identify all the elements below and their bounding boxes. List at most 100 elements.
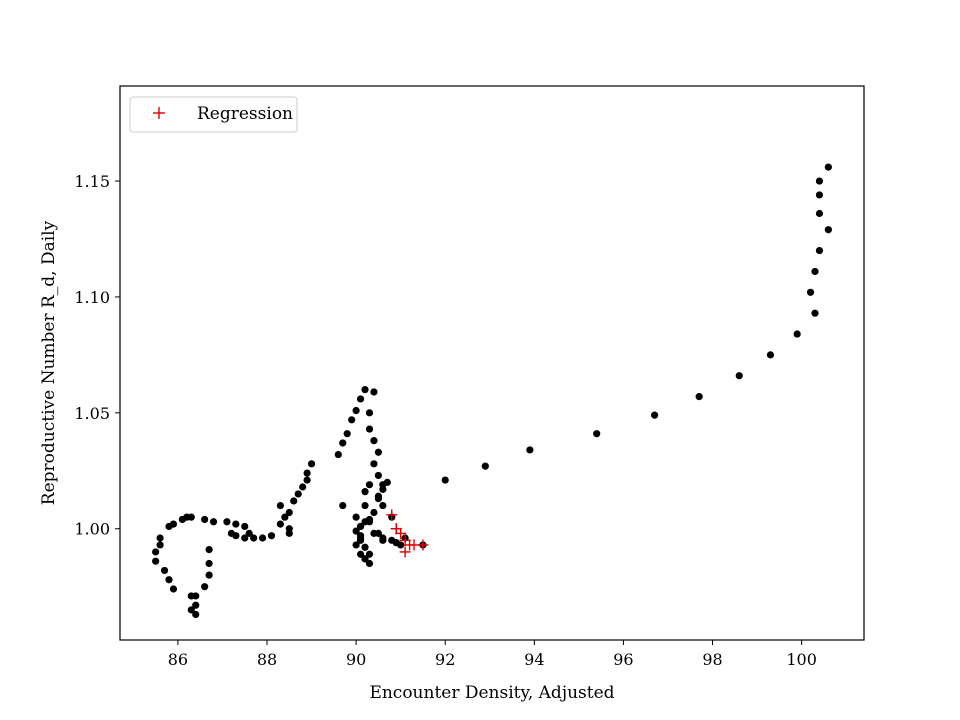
- data-point: [441, 476, 449, 484]
- data-point: [352, 541, 360, 549]
- data-point: [160, 566, 169, 575]
- data-point: [370, 529, 378, 537]
- data-point: [169, 520, 178, 528]
- data-point: [352, 406, 360, 415]
- data-point: [815, 191, 824, 199]
- x-tick-label: 98: [702, 650, 722, 669]
- data-point: [824, 226, 832, 234]
- data-point: [245, 529, 253, 537]
- data-point: [232, 520, 240, 528]
- data-point: [205, 559, 213, 568]
- data-point: [201, 583, 209, 591]
- data-point: [365, 481, 374, 489]
- data-point: [365, 559, 374, 568]
- data-point: [370, 460, 378, 468]
- y-tick-label: 1.15: [74, 172, 110, 191]
- data-point: [152, 548, 160, 556]
- data-point: [356, 550, 365, 558]
- data-point: [766, 351, 775, 359]
- data-point: [806, 288, 815, 296]
- data-point: [192, 610, 200, 619]
- data-point: [187, 592, 195, 600]
- data-point: [299, 483, 307, 491]
- data-point: [361, 543, 369, 551]
- data-point: [352, 527, 360, 535]
- data-point: [370, 437, 378, 445]
- data-point: [339, 439, 347, 447]
- regression-point: [399, 534, 411, 546]
- data-point: [481, 462, 489, 470]
- data-point: [192, 601, 200, 609]
- data-point: [365, 550, 374, 558]
- data-point: [361, 555, 369, 563]
- data-point: [169, 585, 178, 593]
- data-point: [348, 416, 356, 424]
- data-point: [307, 460, 316, 468]
- data-point: [370, 508, 378, 517]
- legend-label-regression: Regression: [197, 104, 293, 124]
- x-axis-label: Encounter Density, Adjusted: [369, 683, 614, 703]
- data-point: [227, 529, 235, 537]
- data-point: [356, 532, 365, 540]
- regression-point: [395, 527, 407, 539]
- data-point: [201, 515, 209, 524]
- data-point: [815, 209, 824, 218]
- x-tick-label: 100: [786, 650, 817, 669]
- data-point: [343, 430, 351, 438]
- x-tick-label: 88: [257, 650, 277, 669]
- data-point: [187, 606, 195, 614]
- data-point: [361, 488, 369, 496]
- x-tick-label: 86: [168, 650, 188, 669]
- data-point: [281, 513, 289, 521]
- data-point: [285, 529, 293, 537]
- data-point: [793, 330, 801, 338]
- data-point: [339, 501, 347, 510]
- data-point: [365, 409, 374, 417]
- data-point: [365, 425, 374, 433]
- x-tick-label: 90: [346, 650, 366, 669]
- data-point: [815, 246, 824, 255]
- data-point: [187, 513, 195, 521]
- data-point: [258, 534, 267, 542]
- data-point: [241, 522, 249, 531]
- data-point: [152, 557, 160, 565]
- y-tick-label: 1.00: [74, 520, 110, 539]
- data-point: [361, 518, 369, 526]
- data-point: [651, 411, 659, 419]
- data-point: [241, 534, 249, 542]
- axis-ticks: 86 88 90 92 94 96 98 100 1.00 1.05 1.10 1.15: [74, 172, 817, 669]
- data-point: [303, 469, 311, 477]
- data-point: [815, 177, 824, 185]
- data-point: [811, 267, 819, 276]
- regression-point: [390, 523, 402, 535]
- data-point: [811, 309, 819, 317]
- y-tick-label: 1.05: [74, 404, 110, 423]
- data-point: [379, 501, 387, 510]
- data-point: [374, 448, 382, 456]
- data-point: [824, 163, 832, 171]
- data-point: [397, 541, 405, 549]
- data-point: [294, 490, 302, 498]
- data-point: [285, 508, 293, 517]
- regression-point: [417, 539, 429, 551]
- data-point: [352, 513, 360, 521]
- data-point: [165, 576, 173, 584]
- data-point: [267, 532, 276, 540]
- x-tick-label: 94: [524, 650, 544, 669]
- data-point: [593, 430, 601, 438]
- data-point: [361, 386, 369, 394]
- data-point: [205, 545, 213, 554]
- x-tick-label: 92: [435, 650, 455, 669]
- data-point: [370, 388, 378, 396]
- data-point: [356, 522, 365, 531]
- regression-point: [386, 509, 398, 521]
- data-point: [388, 536, 396, 544]
- data-point: [205, 571, 213, 579]
- data-point: [223, 518, 231, 526]
- y-tick-label: 1.10: [74, 288, 110, 307]
- data-points: [152, 163, 832, 619]
- data-point: [290, 497, 298, 505]
- data-point: [303, 476, 311, 484]
- data-point: [379, 481, 387, 489]
